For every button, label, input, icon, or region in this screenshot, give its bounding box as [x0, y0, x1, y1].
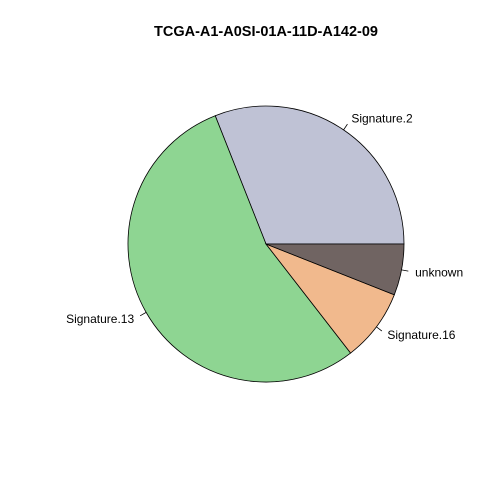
pie-slice-signature-13	[127, 115, 352, 383]
pie-slice-unknown	[265, 243, 405, 296]
pie-label-signature-13: Signature.13	[66, 312, 134, 326]
pie-slice-signature-2	[214, 105, 405, 245]
leader-line-signature-16	[376, 326, 383, 332]
chart-title: TCGA-A1-A0SI-01A-11D-A142-09	[154, 24, 378, 40]
pie-label-unknown: unknown	[415, 265, 463, 279]
pie-slices	[127, 105, 405, 383]
pie-label-signature-2: Signature.2	[351, 111, 413, 125]
leader-line-unknown	[401, 269, 409, 272]
pie-labels: Signature.2 Signature.13 Signature.16 unkno…	[66, 111, 463, 342]
pie-label-signature-16: Signature.16	[387, 328, 455, 342]
leader-line-signature-2	[343, 123, 348, 131]
leader-line-signature-13	[139, 312, 147, 317]
pie-leader-lines	[139, 123, 409, 332]
